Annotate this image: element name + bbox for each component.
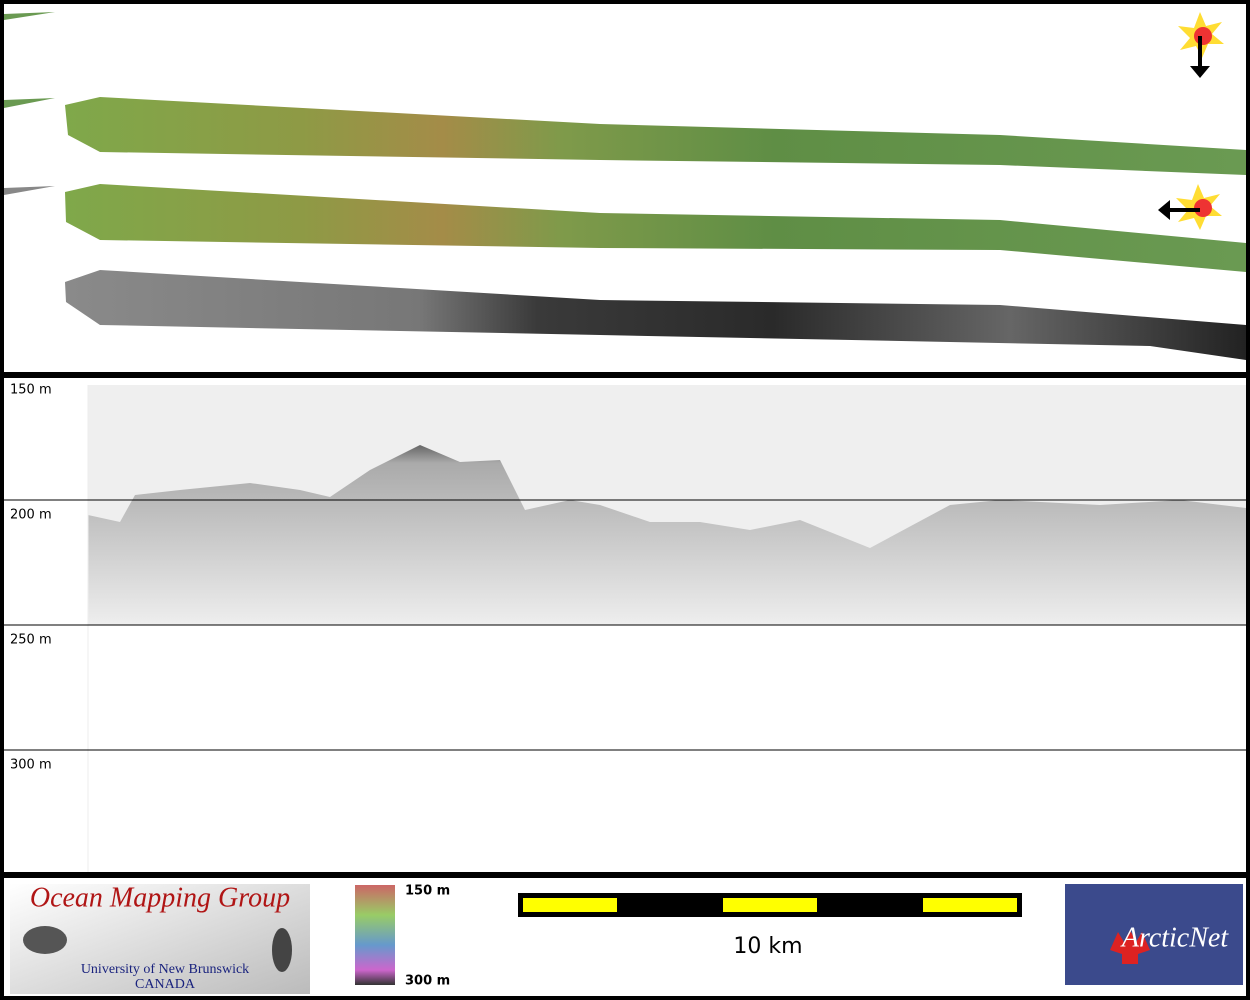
scale-bar-label: 10 km [733,934,802,959]
depth-label: 250 m [10,633,52,648]
swath-stub [4,186,55,195]
bathymetry-swath [65,184,1246,272]
depth-label: 200 m [10,508,52,523]
seafloor-profile [88,445,1246,625]
depth-label: 300 m [10,758,52,773]
bathymetry-swath [65,97,1246,175]
swath-stub [4,12,55,20]
sun-icon [1178,12,1224,78]
partner-name: ArcticNet [1120,922,1229,953]
logo-graphic [23,926,67,954]
university-name: University of New Brunswick [81,962,249,977]
sun-icon [1158,184,1222,230]
scale-bar [518,893,1022,917]
arcticnet-logo [1065,884,1243,985]
country-name: CANADA [135,977,196,992]
organization-name: Ocean Mapping Group [30,882,290,913]
swath-stub [4,98,55,108]
backscatter-swath [65,270,1246,360]
color-scale-top: 150 m [405,884,450,899]
color-scale [355,885,395,985]
maple-leaf [1110,930,1150,964]
logo-graphic [272,928,292,972]
depth-label: 150 m [10,383,52,398]
color-scale-bottom: 300 m [405,974,450,989]
